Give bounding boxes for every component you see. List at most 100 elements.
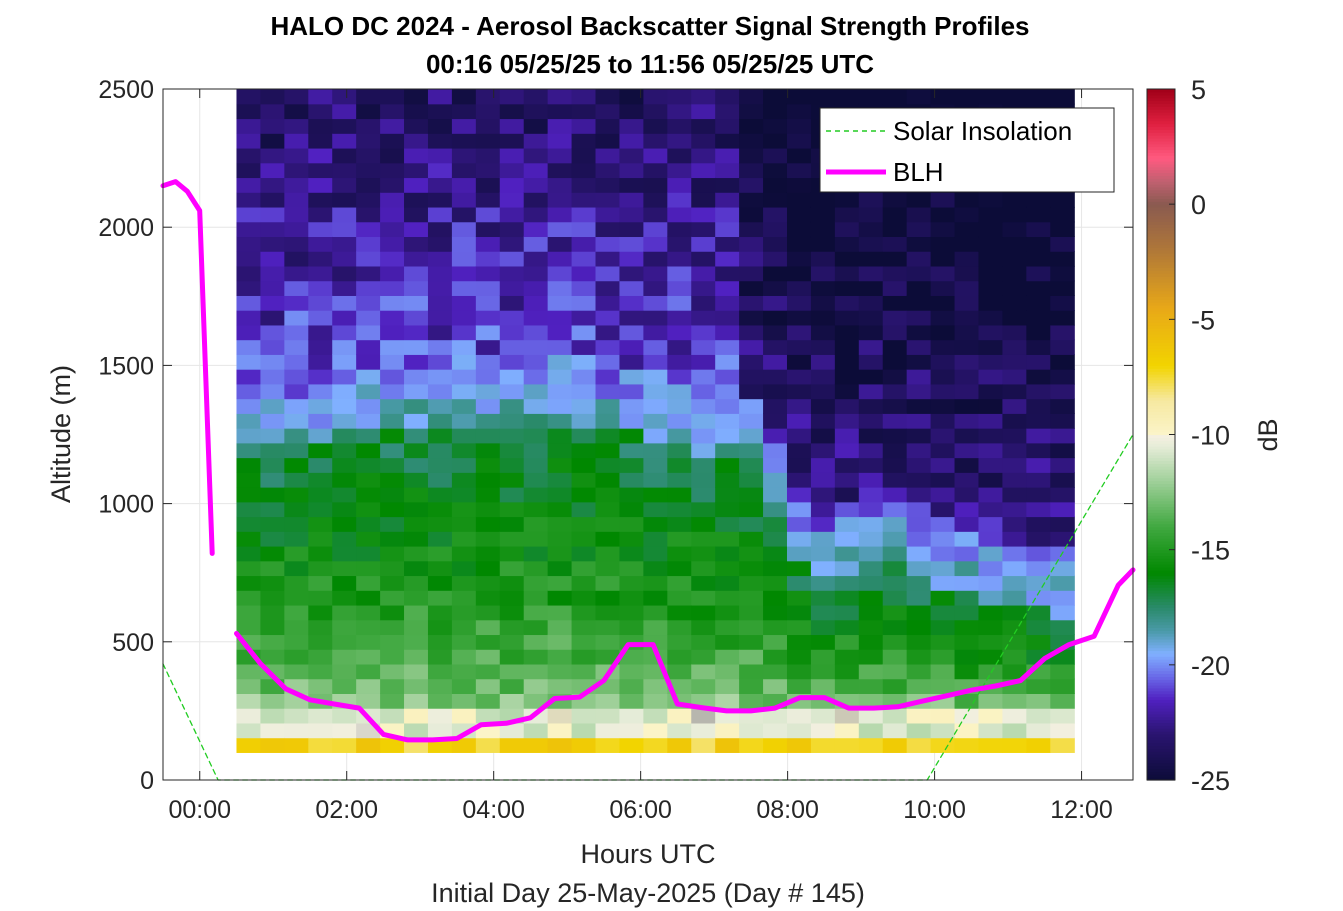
heatmap-cell: [930, 295, 956, 311]
heatmap-cell: [332, 487, 357, 503]
colorbar-step: [1147, 120, 1175, 125]
heatmap-cell: [810, 531, 836, 547]
heatmap-cell: [978, 236, 1004, 252]
colorbar-step: [1147, 351, 1175, 355]
colorbar-step: [1147, 722, 1175, 726]
heatmap-cell: [619, 501, 644, 518]
heatmap-cell: [380, 649, 405, 665]
heatmap-cell: [427, 265, 453, 282]
heatmap-cell: [284, 708, 309, 724]
heatmap-cell: [810, 516, 836, 532]
heatmap-cell: [954, 383, 980, 400]
heatmap-cell: [260, 251, 285, 267]
heatmap-cell: [667, 251, 692, 267]
heatmap-cell: [834, 236, 860, 252]
colorbar-step: [1147, 281, 1175, 286]
heatmap-cell: [475, 575, 501, 591]
heatmap-cell: [810, 339, 836, 355]
heatmap-cell: [499, 604, 525, 621]
heatmap-cell: [523, 162, 549, 179]
heatmap-cell: [1002, 604, 1027, 621]
heatmap-cell: [308, 413, 333, 429]
colorbar-step: [1147, 342, 1175, 346]
heatmap-cell: [978, 383, 1004, 400]
heatmap-cell: [571, 103, 597, 120]
heatmap-cell: [643, 590, 668, 606]
heatmap-cell: [571, 295, 597, 311]
heatmap-cell: [499, 310, 525, 326]
heatmap-cell: [691, 324, 716, 341]
heatmap-cell: [715, 487, 740, 503]
colorbar-step: [1147, 146, 1175, 151]
heatmap-cell: [571, 590, 597, 606]
heatmap-cell: [595, 265, 621, 282]
heatmap-cell: [882, 545, 908, 562]
colorbar-step: [1147, 224, 1175, 228]
heatmap-cell: [882, 575, 908, 591]
heatmap-cell: [739, 265, 764, 282]
blh-line: [234, 567, 1136, 743]
heatmap-cell: [786, 722, 812, 739]
heatmap-cell: [284, 133, 309, 149]
heatmap-cell: [834, 339, 860, 355]
heatmap-cell: [1026, 339, 1051, 355]
heatmap-cell: [284, 604, 309, 621]
heatmap-cell: [236, 678, 262, 694]
heatmap-cell: [332, 501, 357, 518]
heatmap-cell: [236, 708, 262, 724]
colorbar-step: [1147, 155, 1175, 159]
heatmap-cell: [451, 737, 477, 753]
heatmap-cell: [715, 545, 740, 562]
y-tick-label: 2500: [98, 76, 154, 104]
colorbar-step: [1147, 748, 1175, 752]
y-tick-label: 2000: [98, 214, 154, 242]
heatmap-cell: [619, 545, 644, 562]
heatmap-cell: [475, 251, 501, 267]
heatmap-cell: [763, 413, 788, 429]
heatmap-cell: [691, 369, 716, 385]
heatmap-cell: [1050, 693, 1075, 709]
heatmap-cell: [978, 413, 1004, 429]
heatmap-cell: [691, 678, 716, 694]
heatmap-cell: [739, 192, 764, 208]
heatmap-cell: [1002, 324, 1027, 341]
colorbar-step: [1147, 137, 1175, 142]
heatmap-cell: [906, 545, 932, 562]
heatmap-cell: [786, 442, 812, 459]
heatmap-cell: [619, 324, 644, 341]
heatmap-cell: [930, 354, 956, 370]
colorbar-gradient: [1147, 89, 1175, 781]
heatmap-cell: [858, 545, 884, 562]
heatmap-cell: [451, 487, 477, 503]
heatmap-cell: [499, 722, 525, 739]
heatmap-cell: [404, 531, 429, 547]
heatmap-cell: [499, 634, 525, 650]
heatmap-cell: [260, 428, 285, 444]
heatmap-cell: [475, 545, 501, 562]
heatmap-cell: [308, 369, 333, 385]
heatmap-cell: [1026, 310, 1051, 326]
heatmap-cell: [739, 501, 764, 518]
heatmap-cell: [1026, 516, 1051, 532]
heatmap-cell: [332, 280, 357, 296]
heatmap-cell: [1002, 722, 1027, 739]
heatmap-cell: [739, 545, 764, 562]
heatmap-cell: [691, 487, 716, 503]
colorbar-step: [1147, 754, 1175, 758]
heatmap-cell: [691, 162, 716, 179]
heatmap-cell: [739, 206, 764, 223]
heatmap-cell: [715, 369, 740, 385]
heatmap-cell: [308, 619, 333, 636]
heatmap-cell: [786, 398, 812, 414]
heatmap-cell: [978, 634, 1004, 650]
heatmap-cell: [236, 354, 262, 370]
colorbar-step: [1147, 446, 1175, 450]
heatmap-cell: [715, 162, 740, 179]
colorbar-step: [1147, 483, 1175, 487]
heatmap-cell: [667, 265, 692, 282]
heatmap-cell: [882, 398, 908, 414]
colorbar-step: [1147, 526, 1175, 531]
heatmap-cell: [475, 531, 501, 547]
heatmap-cell: [643, 722, 668, 739]
